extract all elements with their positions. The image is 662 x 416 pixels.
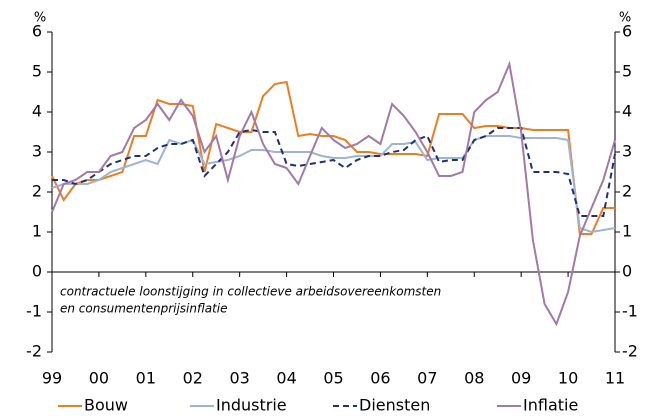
series-line <box>51 60 616 327</box>
y-tick-label: 1 <box>32 222 42 241</box>
y-tick-label: 6 <box>32 22 42 41</box>
y2-tick-label: 6 <box>622 22 632 41</box>
x-tick-label: 99 <box>42 369 62 388</box>
x-tick-label: 02 <box>183 369 203 388</box>
y2-tick-label: 5 <box>622 62 632 81</box>
legend-label: Industrie <box>216 396 287 415</box>
x-tick-label: 03 <box>229 369 249 388</box>
x-tick-label: 06 <box>370 369 390 388</box>
x-tick-label: 08 <box>464 369 484 388</box>
x-tick-label: 04 <box>276 369 296 388</box>
legend-label: Bouw <box>84 396 128 415</box>
x-tick-label: 01 <box>136 369 156 388</box>
y-tick-label: 0 <box>32 262 42 281</box>
y2-tick-label: 0 <box>622 262 632 281</box>
y2-tick-label: 4 <box>622 102 632 121</box>
legend-label: Diensten <box>359 396 430 415</box>
y2-unit: % <box>619 11 631 26</box>
x-tick-label: 10 <box>558 369 578 388</box>
x-tick-label: 11 <box>605 369 625 388</box>
legend-label: Inflatie <box>523 396 578 415</box>
y2-tick-label: 3 <box>622 142 632 161</box>
y2-tick-label: -1 <box>622 302 638 321</box>
y2-tick-label: 1 <box>622 222 632 241</box>
y-tick-label: 4 <box>32 102 42 121</box>
y-unit: % <box>34 11 46 26</box>
x-tick-label: 07 <box>417 369 437 388</box>
y-tick-label: -2 <box>26 342 42 361</box>
y-tick-label: -1 <box>26 302 42 321</box>
annotation: contractuele loonstijging in collectieve… <box>60 285 441 299</box>
y-tick-label: 2 <box>32 182 42 201</box>
x-tick-label: 09 <box>511 369 531 388</box>
x-tick-label: 00 <box>89 369 109 388</box>
annotation: en consumentenprijsinflatie <box>60 302 228 316</box>
x-tick-label: 05 <box>323 369 343 388</box>
y2-tick-label: 2 <box>622 182 632 201</box>
y2-tick-label: -2 <box>622 342 638 361</box>
y-tick-label: 5 <box>32 62 42 81</box>
y-tick-label: 3 <box>32 142 42 161</box>
